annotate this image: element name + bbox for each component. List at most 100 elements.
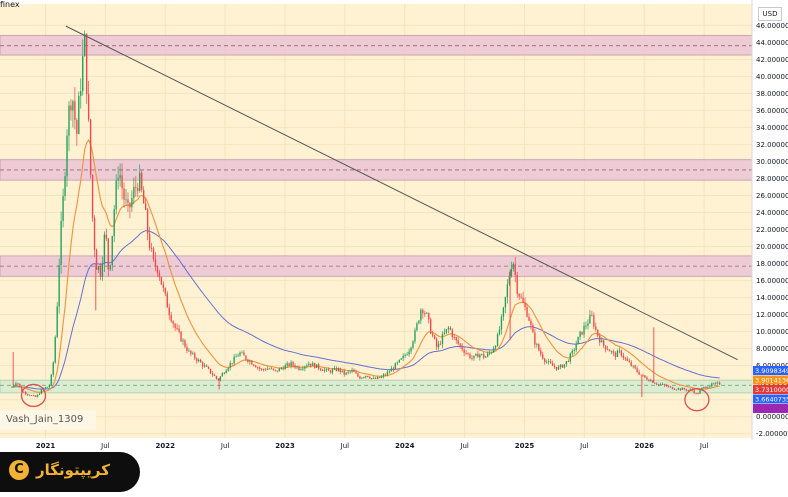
candle-body [274,369,277,371]
candle-body [471,358,473,359]
candle-body [15,383,17,386]
candle-body [229,363,231,369]
candle-body [571,350,573,354]
candle-body [595,326,597,330]
candle-body [87,94,90,120]
candle-body [587,323,589,326]
candle-body [555,366,558,370]
candle-body [40,389,43,394]
candle-body [239,352,241,356]
candle-body [89,119,92,175]
candle-body [105,234,108,239]
candle-body [410,347,412,352]
resistance-zone [0,35,753,56]
candle-body [363,377,365,378]
candle-body [374,378,377,379]
candle-body [70,105,72,111]
candle-body [172,321,174,324]
candle-body [396,362,398,364]
candle-body [213,374,216,377]
candle-body [406,354,408,356]
candle-body [219,376,222,381]
candle-body [428,312,430,320]
candle-body [78,95,80,134]
candle-body [23,391,25,393]
candle-body [418,320,420,324]
candle-body [508,276,511,285]
candle-body [372,378,375,379]
candle-body [52,362,54,375]
candle-body [359,376,361,379]
candle-body [205,365,208,367]
bottom-marker-circle [684,388,710,412]
candle-body [251,360,253,365]
candle-body [192,353,194,355]
candle-body [198,359,200,362]
candle-body [715,382,717,384]
candle-body [243,352,245,356]
candle-body [569,353,571,362]
candle-body [50,374,52,386]
candle-body [679,388,682,390]
candle-body [644,375,646,378]
candle-body [365,375,367,378]
candle-body [282,368,284,370]
candle-body [329,370,332,373]
candle-body [449,327,452,330]
candle-body [266,368,269,370]
bottom-marker-circle [20,383,47,408]
candle-body [496,334,499,347]
x-tick-label: Jul [579,442,589,450]
candle-body [321,369,324,371]
candle-body [408,351,410,355]
candle-body [606,349,609,351]
candle-body [333,367,336,370]
candle-body [565,361,568,365]
candle-body [91,174,94,218]
candle-body [636,368,638,372]
candle-body [494,346,497,349]
candle-body [420,309,422,321]
brand-coin-icon: C [9,460,29,480]
candle-body [296,366,298,368]
candle-body [378,376,381,378]
candle-body [249,360,251,362]
candle-body [367,375,369,378]
price-label-text: 3.9014136 [755,377,788,385]
candle-body [215,376,218,379]
candle-body [113,209,115,237]
candle-body [522,297,524,303]
x-tick-label: 2023 [275,442,295,450]
candle-body [536,344,538,345]
candle-body [577,336,579,345]
candle-body [290,362,292,366]
candle-body [211,373,214,375]
candle-body [255,365,257,368]
candle-body [101,263,104,277]
candle-body [473,355,475,359]
candle-body [463,349,465,353]
candle-body [186,346,188,351]
candle-body [300,369,302,370]
currency-button[interactable]: USD [758,7,782,21]
candle-body [544,358,546,363]
candle-body [190,350,192,354]
candle-body [660,384,662,385]
candle-body [84,33,86,57]
candle-body [467,353,469,355]
candle-body [675,389,678,391]
candle-body [97,266,100,270]
candle-body [11,386,13,388]
candle-body [597,329,599,336]
candle-body [180,331,182,342]
candle-body [648,379,650,382]
candle-body [48,385,51,387]
candle-body [624,357,626,359]
candle-body [524,302,526,307]
